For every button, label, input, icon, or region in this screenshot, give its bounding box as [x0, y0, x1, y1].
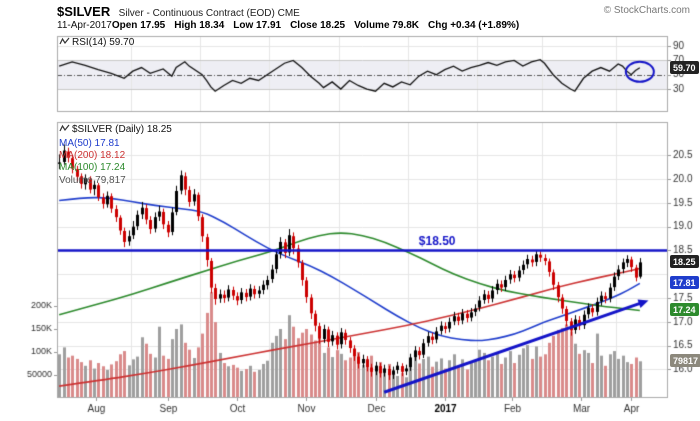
ma200-legend: MA(200) 18.12	[59, 150, 126, 161]
volume-label: Volume	[354, 20, 390, 31]
high-label: High	[174, 20, 197, 31]
open-value: 17.95	[140, 20, 166, 31]
low-value: 17.91	[256, 20, 282, 31]
quote-date: 11-Apr-2017	[57, 20, 112, 31]
rsi-legend-label: RSI(14) 59.70	[72, 37, 135, 48]
price-plot-icon	[59, 124, 70, 132]
ma50-value-box: 17.81	[670, 276, 699, 289]
copyright-text: © StockCharts.com	[603, 5, 690, 16]
close-value-box: 18.25	[670, 255, 699, 268]
open-label: Open	[111, 20, 138, 31]
chg-value: +0.34 (+1.89%)	[450, 20, 520, 31]
ma50-legend: MA(50) 17.81	[59, 138, 120, 149]
symbol-description: Silver - Continuous Contract (EOD) CME	[118, 8, 300, 19]
rsi-legend: RSI(14) 59.70	[59, 37, 134, 48]
price-legend: $SILVER (Daily) 18.25	[59, 124, 172, 135]
indicator-icon	[59, 37, 70, 45]
close-value: 18.25	[320, 20, 346, 31]
rsi-value-box: 59.70	[670, 61, 699, 74]
quote-row: 11-Apr-2017Open 17.95 High 18.34 Low 17.91…	[57, 20, 528, 31]
ma100-legend: MA(100) 17.24	[59, 162, 126, 173]
symbol-ticker: $SILVER	[57, 4, 111, 19]
low-label: Low	[233, 20, 254, 31]
volume-value: 79.8K	[392, 20, 419, 31]
volume-legend: Volume 79,817	[59, 175, 126, 186]
price-legend-label: $SILVER (Daily) 18.25	[72, 124, 172, 135]
chg-label: Chg	[427, 20, 448, 31]
ma100-value-box: 17.24	[670, 303, 699, 316]
close-label: Close	[290, 20, 318, 31]
chart-header: $SILVER Silver - Continuous Contract (EO…	[57, 3, 300, 21]
volume-value-box: 79817	[670, 354, 700, 367]
high-value: 18.34	[199, 20, 225, 31]
